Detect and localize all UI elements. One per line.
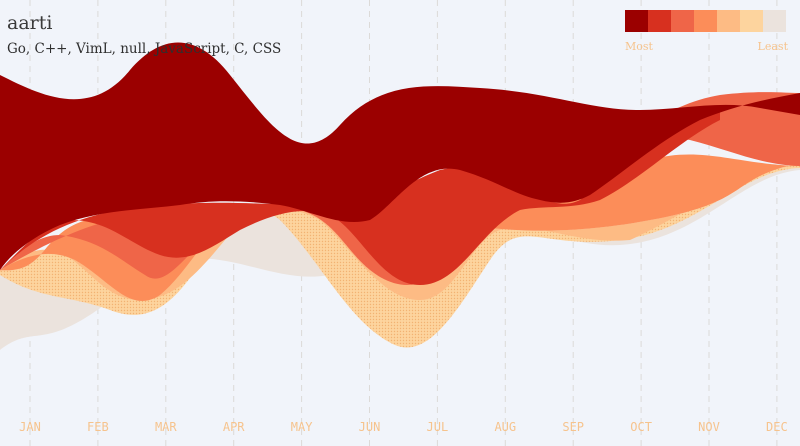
legend-swatch-4 xyxy=(694,10,717,32)
month-label-aug: AUG xyxy=(494,420,516,434)
languages-subtitle: Go, C++, VimL, null, JavaScript, C, CSS xyxy=(7,41,282,57)
month-label-nov: NOV xyxy=(698,420,720,434)
page-title: aarti xyxy=(7,12,53,34)
stream-layer-red[interactable] xyxy=(0,110,720,285)
month-label-feb: FEB xyxy=(87,420,109,434)
legend-least-label: Least xyxy=(757,40,788,53)
legend-swatch-3 xyxy=(671,10,694,32)
legend-swatch-2 xyxy=(648,10,671,32)
month-label-sep: SEP xyxy=(562,420,584,434)
month-label-mar: MAR xyxy=(155,420,177,434)
month-label-dec: DEC xyxy=(766,420,788,434)
legend-swatch-1 xyxy=(625,10,648,32)
month-axis: JAN FEB MAR APR MAY JUN JUL AUG SEP OCT NOV DEC xyxy=(19,420,788,434)
legend-swatch-7 xyxy=(763,10,786,32)
legend-most-label: Most xyxy=(625,40,653,53)
month-label-jul: JUL xyxy=(427,420,449,434)
stream-layer-most[interactable] xyxy=(0,42,800,271)
month-label-jan: JAN xyxy=(19,420,41,434)
legend-swatch-5 xyxy=(717,10,740,32)
month-label-oct: OCT xyxy=(630,420,652,434)
legend-swatch-6 xyxy=(740,10,763,32)
legend: Most Least xyxy=(625,10,788,53)
legend-swatches xyxy=(625,10,786,32)
month-label-jun: JUN xyxy=(359,420,381,434)
month-label-apr: APR xyxy=(223,420,245,434)
month-label-may: MAY xyxy=(291,420,313,434)
